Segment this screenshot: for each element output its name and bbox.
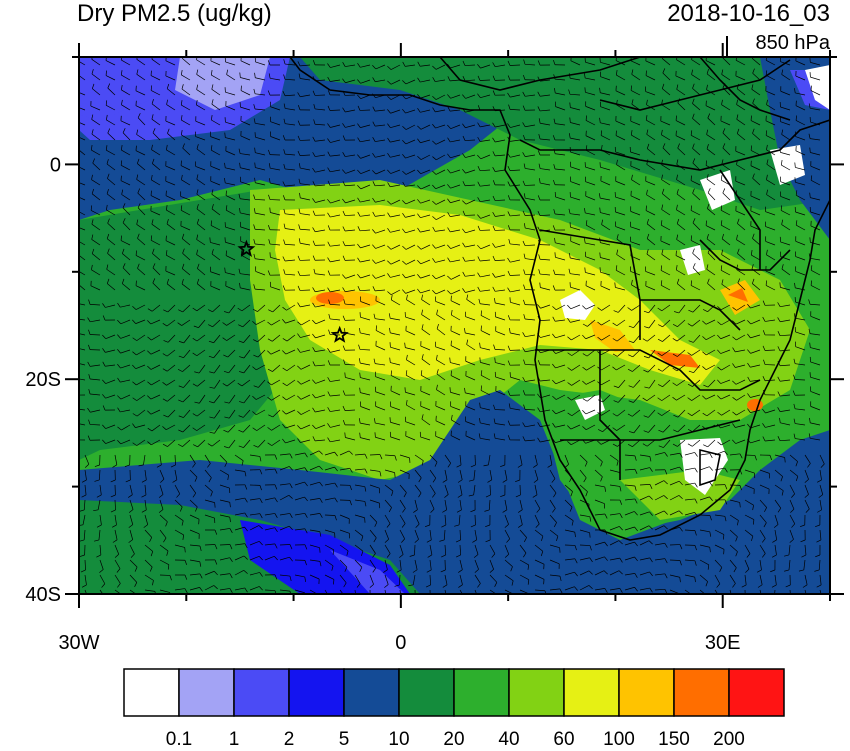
wind-barb-flag bbox=[76, 205, 77, 210]
wind-barb-flag bbox=[692, 596, 693, 601]
wind-barb-flag bbox=[122, 596, 123, 601]
colorbar-label: 1 bbox=[229, 729, 240, 751]
colorbar-label: 100 bbox=[603, 729, 635, 751]
colorbar-swatch bbox=[454, 669, 509, 716]
wind-barb-flag bbox=[327, 599, 330, 603]
colorbar-label: 20 bbox=[443, 729, 464, 751]
wind-barb-flag bbox=[769, 600, 774, 601]
colorbar-swatch bbox=[289, 669, 344, 716]
wind-barb-flag bbox=[74, 418, 75, 423]
wind-barb-flag bbox=[383, 600, 387, 603]
wind-barb-flag bbox=[318, 595, 319, 600]
concentration-field bbox=[79, 57, 830, 594]
colorbar-label: 5 bbox=[339, 729, 350, 751]
colorbar-label: 0.1 bbox=[166, 729, 192, 751]
colorbar-label: 200 bbox=[713, 729, 745, 751]
wind-barb-flag bbox=[75, 328, 76, 333]
wind-barb-flag bbox=[475, 599, 479, 602]
wind-barb-flag bbox=[76, 265, 77, 270]
colorbar-swatch bbox=[674, 669, 729, 716]
wind-barb-flag bbox=[74, 404, 75, 409]
wind-barb-flag bbox=[74, 298, 75, 303]
colorbar-swatch bbox=[399, 669, 454, 716]
wind-barb-flag bbox=[443, 600, 447, 603]
colorbar-swatch bbox=[234, 669, 289, 716]
wind-barb-flag bbox=[462, 599, 465, 603]
wind-barb-flag bbox=[73, 390, 75, 395]
colorbar-swatch bbox=[729, 669, 784, 716]
wind-barb-flag bbox=[706, 596, 708, 601]
lat-tick-label: 20S bbox=[25, 369, 61, 391]
colorbar bbox=[124, 669, 784, 716]
wind-barb-flag bbox=[366, 600, 371, 602]
wind-barb-flag bbox=[451, 371, 452, 376]
wind-barb-flag bbox=[75, 358, 76, 363]
lat-tick-label: 0 bbox=[50, 154, 61, 176]
wind-barb-flag bbox=[786, 600, 790, 602]
wind-barb-flag bbox=[74, 314, 75, 319]
colorbar-swatch bbox=[124, 669, 179, 716]
wind-barb-flag bbox=[718, 598, 721, 602]
wind-barb-flag bbox=[803, 600, 807, 603]
wind-barb-flag bbox=[343, 598, 346, 602]
colorbar-swatch bbox=[619, 669, 674, 716]
wind-barb-flag bbox=[76, 235, 77, 240]
wind-barb-flag bbox=[411, 600, 416, 602]
wind-barb-flag bbox=[75, 343, 76, 348]
wind-barb-flag bbox=[691, 176, 692, 181]
wind-barb-flag bbox=[137, 596, 138, 601]
colorbar-swatch bbox=[344, 669, 399, 716]
wind-barb-flag bbox=[73, 435, 75, 440]
wind-barb-flag bbox=[741, 600, 746, 602]
colorbar-label: 60 bbox=[553, 729, 574, 751]
lat-tick-label: 40S bbox=[25, 584, 61, 606]
wind-barb-flag bbox=[352, 600, 356, 602]
lon-tick-label: 0 bbox=[395, 632, 406, 654]
colorbar-label: 40 bbox=[498, 729, 519, 751]
wind-barb-flag bbox=[121, 236, 122, 241]
wind-barb-flag bbox=[103, 598, 106, 602]
wind-barb-flag bbox=[74, 373, 75, 378]
wind-barb-flag bbox=[758, 600, 762, 603]
wind-barb-flag bbox=[729, 600, 733, 603]
colorbar-swatch bbox=[179, 669, 234, 716]
colorbar-swatch bbox=[564, 669, 619, 716]
colorbar-label: 10 bbox=[388, 729, 409, 751]
wind-barb-flag bbox=[426, 600, 431, 602]
wind-barb-flag bbox=[85, 599, 89, 602]
colorbar-label: 2 bbox=[284, 729, 295, 751]
colorbar-label: 150 bbox=[658, 729, 690, 751]
wind-barb-flag bbox=[497, 596, 498, 601]
colorbar-swatch bbox=[509, 669, 564, 716]
wind-barb-flag bbox=[818, 600, 822, 603]
lon-tick-label: 30W bbox=[58, 632, 99, 654]
lon-tick-label: 30E bbox=[705, 632, 741, 654]
